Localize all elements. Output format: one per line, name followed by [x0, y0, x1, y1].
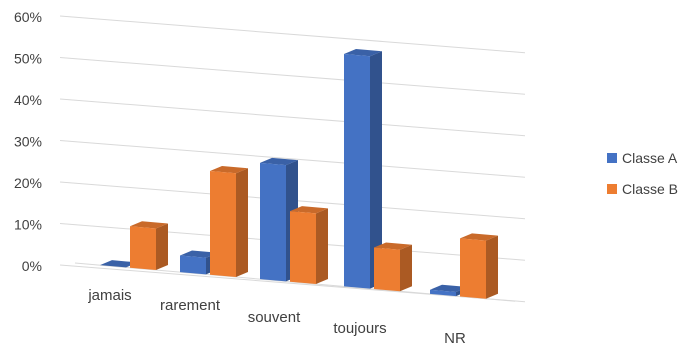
- x-category-label: toujours: [333, 320, 386, 337]
- bar-top: [180, 250, 218, 258]
- y-tick-label: 10%: [14, 217, 42, 233]
- bar-top: [374, 242, 412, 250]
- bar-front: [260, 162, 286, 282]
- gridline: [59, 57, 526, 95]
- bar-top: [290, 206, 328, 214]
- y-axis-ticks: 0% 10% 20% 30% 40% 50% 60%: [14, 9, 42, 274]
- bar-front: [460, 238, 486, 299]
- bar-top: [210, 165, 248, 174]
- bar-front: [430, 289, 456, 297]
- bar-classe-b-jamais: [130, 221, 168, 271]
- bar-side: [316, 208, 328, 284]
- gridline: [59, 140, 526, 178]
- gridline: [59, 98, 526, 137]
- bar-front: [344, 54, 370, 289]
- bars: [100, 49, 498, 299]
- x-category-label: souvent: [248, 309, 301, 326]
- gridline: [59, 15, 526, 54]
- bar-side: [156, 223, 168, 271]
- x-category-label: jamais: [87, 287, 131, 304]
- y-tick-label: 0%: [22, 258, 42, 274]
- bar-classe-b-rarement: [210, 165, 248, 278]
- bar-top: [344, 49, 382, 57]
- x-axis-categories: jamais rarement souvent toujours NR: [87, 287, 466, 347]
- bar-side: [236, 168, 248, 278]
- bar-front: [210, 170, 236, 278]
- bar-top: [460, 233, 498, 241]
- y-tick-label: 50%: [14, 51, 42, 67]
- bar-classe-b-nr: [460, 233, 498, 299]
- bar-side: [400, 244, 412, 292]
- bar-side: [486, 235, 498, 299]
- y-tick-label: 30%: [14, 134, 42, 150]
- bar-front: [290, 211, 316, 284]
- bar-side: [370, 51, 382, 289]
- bar-top: [130, 221, 168, 229]
- bar-classe-a-toujours: [344, 49, 382, 289]
- legend: Classe A Classe B: [607, 150, 678, 197]
- bar-top: [430, 284, 468, 292]
- legend-label: Classe B: [622, 181, 678, 197]
- y-tick-label: 40%: [14, 92, 42, 108]
- x-category-label: NR: [444, 330, 466, 347]
- legend-label: Classe A: [622, 150, 678, 166]
- legend-swatch: [607, 153, 617, 163]
- bar-front: [180, 255, 206, 275]
- x-category-label: rarement: [160, 297, 221, 314]
- bar-classe-b-souvent: [290, 206, 328, 284]
- y-tick-label: 60%: [14, 9, 42, 25]
- y-tick-label: 20%: [14, 175, 42, 191]
- bar-front: [374, 247, 400, 292]
- bar-classe-b-toujours: [374, 242, 412, 292]
- bar-front: [130, 226, 156, 271]
- bar-top: [100, 260, 138, 268]
- bar-top: [260, 157, 298, 166]
- legend-swatch: [607, 184, 617, 194]
- bar-classe-a-jamais: [100, 260, 138, 268]
